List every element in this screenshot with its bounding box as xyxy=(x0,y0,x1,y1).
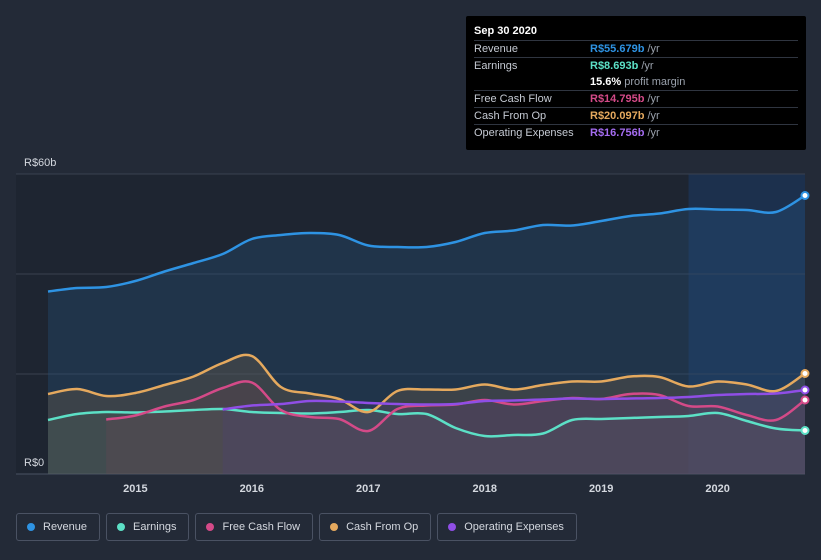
legend-label: Operating Expenses xyxy=(464,521,564,533)
tooltip-row-free-cash-flow: Free Cash Flow R$14.795b /yr xyxy=(474,90,798,107)
x-tick-label: 2016 xyxy=(240,483,264,495)
cash-from-op-line xyxy=(47,353,806,414)
tooltip-row-profit-margin: 15.6% profit margin xyxy=(474,74,798,90)
plot-background xyxy=(16,174,805,474)
tooltip-value: R$20.097b xyxy=(590,110,645,122)
tooltip-label: Earnings xyxy=(474,60,518,72)
tooltip-row-earnings: Earnings R$8.693b /yr xyxy=(474,57,798,74)
revenue-end-point xyxy=(800,191,810,200)
revenue-area xyxy=(48,195,805,474)
legend-label: Free Cash Flow xyxy=(222,521,301,533)
tooltip-date: Sep 30 2020 xyxy=(474,25,537,37)
revenue-line xyxy=(47,194,806,293)
cash-from-op-end-point xyxy=(800,369,810,378)
highlight-region xyxy=(688,174,805,474)
legend-dot-icon xyxy=(448,523,457,531)
y-tick-label: R$0 xyxy=(24,457,44,469)
tooltip-value: 15.6% xyxy=(590,76,622,88)
tooltip-value: R$8.693b xyxy=(590,60,639,72)
legend-item-revenue[interactable]: Revenue xyxy=(16,513,101,541)
x-tick-label: 2020 xyxy=(705,483,729,495)
legend-dot-icon xyxy=(206,523,215,531)
tooltip-unit: /yr xyxy=(647,110,660,122)
legend-label: Earnings xyxy=(133,521,177,533)
tooltip-value: R$16.756b xyxy=(590,127,645,139)
operating-expenses-area xyxy=(222,390,805,474)
tooltip-unit: /yr xyxy=(647,43,660,55)
x-tick-label: 2019 xyxy=(589,483,613,495)
earnings-line xyxy=(47,407,806,438)
legend-item-earnings[interactable]: Earnings xyxy=(106,513,190,541)
x-tick-label: 2017 xyxy=(356,483,380,495)
y-tick-label: R$60b xyxy=(24,157,56,169)
operating-expenses-end-point xyxy=(800,385,810,395)
tooltip-row-revenue: Revenue R$55.679b /yr xyxy=(474,40,798,57)
tooltip-unit: /yr xyxy=(641,60,654,72)
tooltip-row-cash-from-op: Cash From Op R$20.097b /yr xyxy=(474,107,798,124)
legend-item-operating-expenses[interactable]: Operating Expenses xyxy=(437,513,577,541)
legend-dot-icon xyxy=(330,523,339,531)
legend-dot-icon xyxy=(117,523,126,531)
operating-expenses-line xyxy=(222,388,806,411)
earnings-area xyxy=(48,408,805,474)
tooltip-label: Operating Expenses xyxy=(474,127,574,139)
x-tick-label: 2015 xyxy=(123,483,147,495)
earnings-end-point xyxy=(800,426,810,435)
legend-label: Cash From Op xyxy=(346,521,419,533)
tooltip-label: Cash From Op xyxy=(474,110,547,122)
chart-area: R$60b R$0 2015 2016 2017 2018 2019 2020 xyxy=(16,157,810,495)
tooltip-unit: /yr xyxy=(647,93,660,105)
legend-item-cash-from-op[interactable]: Cash From Op xyxy=(319,513,432,541)
tooltip-value: R$55.679b xyxy=(590,43,645,55)
tooltip-label: Revenue xyxy=(474,43,519,55)
tooltip-value: R$14.795b xyxy=(590,93,645,105)
tooltip-row-operating-expenses: Operating Expenses R$16.756b /yr xyxy=(474,124,798,141)
tooltip-unit: profit margin xyxy=(624,76,686,88)
tooltip-unit: /yr xyxy=(647,127,660,139)
legend-dot-icon xyxy=(27,523,35,531)
tooltip-label xyxy=(474,74,590,90)
legend-label: Revenue xyxy=(43,521,88,533)
x-tick-label: 2018 xyxy=(472,483,496,495)
tooltip-label: Free Cash Flow xyxy=(474,93,552,105)
data-tooltip: Sep 30 2020 Revenue R$55.679b /yr Earnin… xyxy=(466,16,806,150)
legend-item-free-cash-flow[interactable]: Free Cash Flow xyxy=(195,513,314,541)
chart-legend: Revenue Earnings Free Cash Flow Cash Fro… xyxy=(16,513,577,541)
free-cash-flow-end-point xyxy=(800,395,810,405)
